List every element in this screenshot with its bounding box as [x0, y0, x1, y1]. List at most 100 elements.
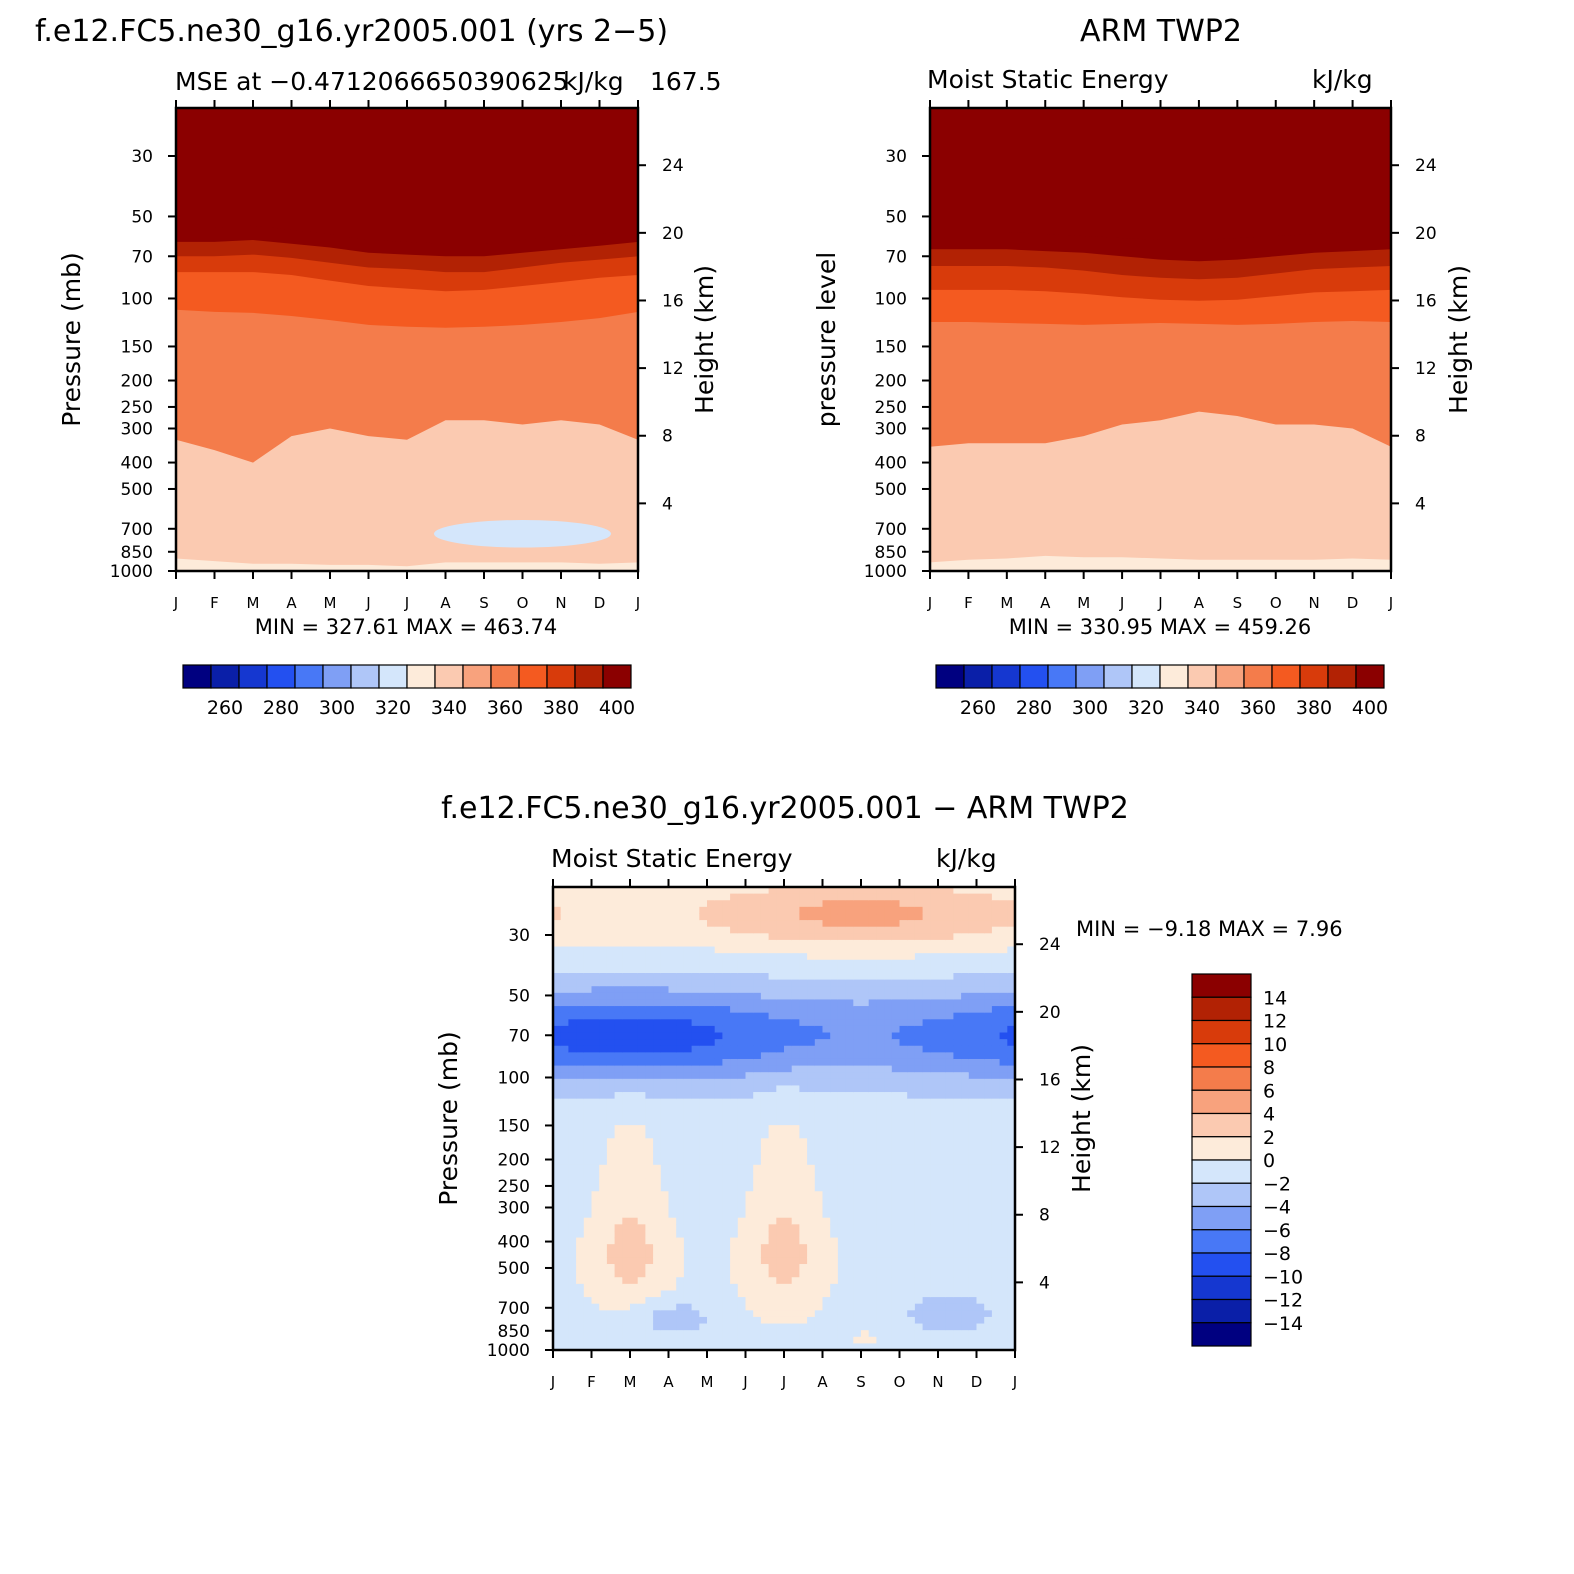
field-cell — [637, 1237, 646, 1245]
field-cell — [637, 946, 646, 954]
field-cell — [945, 1343, 954, 1351]
field-cell — [568, 1085, 577, 1093]
field-cell — [745, 1019, 754, 1027]
field-cell — [660, 1244, 670, 1252]
field-cell — [953, 1151, 962, 1159]
field-cell — [945, 1098, 954, 1106]
field-cell — [953, 1191, 962, 1199]
field-cell — [683, 966, 693, 974]
field-cell — [599, 1224, 608, 1232]
field-cell — [784, 966, 793, 974]
field-cell — [583, 906, 593, 915]
field-cell — [899, 1217, 908, 1225]
field-cell — [660, 913, 670, 921]
field-cell — [922, 1144, 931, 1153]
y2-axis-label: Height (km) — [690, 265, 719, 414]
field-cell — [991, 1290, 1001, 1298]
field-cell — [630, 1012, 639, 1020]
field-cell — [668, 1297, 677, 1305]
field-cell — [938, 1270, 947, 1278]
field-cell — [560, 1283, 569, 1292]
field-cell — [861, 1270, 870, 1278]
field-cell — [922, 1277, 931, 1285]
field-cell — [984, 1323, 993, 1331]
field-cell — [553, 1191, 562, 1199]
field-cell — [791, 1197, 800, 1206]
field-cell — [991, 1270, 1001, 1278]
field-cell — [876, 1025, 885, 1034]
field-cell — [953, 939, 962, 948]
field-cell — [622, 939, 631, 948]
field-cell — [707, 1138, 716, 1146]
field-cell — [984, 1105, 993, 1113]
field-cell — [707, 913, 716, 921]
colorbar-swatch — [1355, 664, 1385, 689]
field-cell — [599, 1052, 608, 1060]
pressure-tick-label: 1000 — [110, 562, 153, 582]
field-cell — [884, 1092, 893, 1100]
field-cell — [707, 1065, 716, 1073]
field-cell — [745, 920, 754, 928]
field-cell — [730, 1250, 739, 1258]
field-cell — [630, 1045, 639, 1053]
field-cell — [830, 1164, 839, 1173]
field-cell — [807, 939, 816, 948]
field-cell — [760, 1277, 770, 1285]
field-cell — [645, 1237, 654, 1245]
field-cell — [861, 1072, 870, 1080]
field-cell — [976, 1211, 985, 1219]
field-cell — [745, 1111, 754, 1120]
field-cell — [707, 1310, 716, 1318]
field-cell — [991, 1131, 1001, 1139]
field-cell — [745, 1138, 754, 1146]
field-cell — [699, 1098, 708, 1106]
field-cell — [899, 999, 908, 1007]
field-cell — [976, 926, 985, 934]
field-cell — [791, 1085, 800, 1093]
field-cell — [784, 1131, 793, 1139]
field-cell — [576, 992, 585, 1001]
field-cell — [622, 959, 631, 967]
field-cell — [807, 1310, 816, 1318]
field-cell — [760, 1217, 770, 1225]
field-cell — [938, 1310, 947, 1318]
field-cell — [722, 893, 731, 901]
field-cell — [622, 1065, 631, 1073]
field-cell — [922, 887, 931, 895]
field-cell — [614, 1270, 623, 1278]
field-cell — [984, 1191, 993, 1199]
field-cell — [914, 1105, 924, 1113]
field-cell — [845, 1131, 854, 1139]
field-cell — [653, 1336, 662, 1344]
field-cell — [606, 1290, 616, 1298]
field-cell — [876, 1085, 885, 1093]
field-cell — [645, 1085, 654, 1093]
field-cell — [637, 966, 646, 974]
field-cell — [683, 1072, 693, 1080]
field-cell — [922, 1217, 931, 1225]
colorbar-swatch — [266, 664, 296, 689]
field-cell — [660, 1230, 670, 1239]
field-cell — [668, 1032, 677, 1040]
field-cell — [645, 900, 654, 908]
colorbar-swatch — [490, 664, 520, 689]
field-cell — [699, 1184, 708, 1192]
field-cell — [961, 999, 970, 1007]
field-cell — [884, 1178, 893, 1186]
field-cell — [861, 1197, 870, 1206]
field-cell — [876, 1336, 885, 1344]
field-cell — [814, 946, 824, 954]
field-cell — [760, 1204, 770, 1212]
field-cell — [930, 1131, 939, 1139]
field-cell — [807, 1323, 816, 1331]
field-cell — [599, 1283, 608, 1292]
field-cell — [676, 1032, 685, 1040]
field-cell — [683, 1006, 693, 1014]
field-cell — [1007, 1085, 1016, 1093]
field-cell — [868, 1105, 877, 1113]
y2-axis-label: Height (km) — [1067, 1044, 1096, 1193]
colorbar-swatch — [1103, 664, 1133, 689]
field-cell — [884, 900, 893, 908]
field-cell — [999, 1250, 1008, 1258]
field-cell — [614, 1250, 623, 1258]
